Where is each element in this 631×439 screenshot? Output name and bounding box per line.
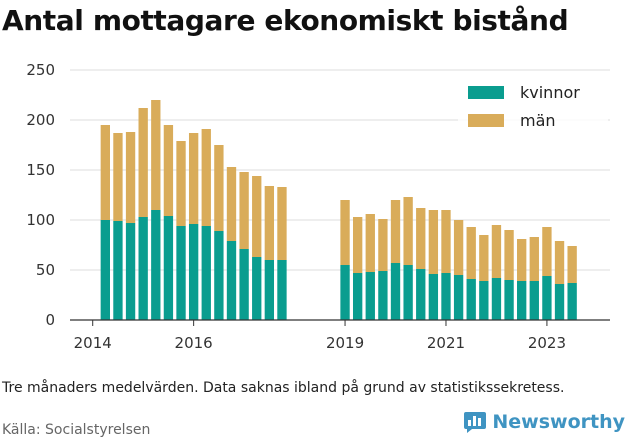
bar-män [517,239,527,281]
x-tick-label: 2021 [427,334,465,352]
bar-kvinnor [517,281,527,320]
bar-män [567,246,577,283]
bar-män [277,187,287,260]
bar-män [163,125,174,216]
bar-män [403,197,413,265]
bar-män [125,132,136,223]
bar-män [390,200,401,263]
bar-kvinnor [252,257,262,320]
x-tick-label: 2016 [175,334,213,352]
y-tick-label: 200 [26,111,55,129]
bar-män [100,125,110,220]
bar-kvinnor [151,210,161,320]
bar-män [239,172,249,249]
bar-kvinnor [479,281,489,320]
legend-swatch-kvinnor [468,86,504,99]
bar-kvinnor [403,265,413,320]
legend-label-kvinnor: kvinnor [520,83,580,102]
bar-män [214,145,224,231]
x-tick-label: 2019 [326,334,364,352]
bar-kvinnor [567,283,577,320]
bar-män [352,217,363,273]
bar-män [188,133,199,224]
bar-män [226,167,237,241]
bar-män [479,235,489,281]
bar-kvinnor [416,269,426,320]
bar-kvinnor [277,260,287,320]
bar-kvinnor [504,280,514,320]
bar-män [138,108,148,217]
y-tick-label: 50 [36,261,55,279]
y-tick-label: 150 [26,161,55,179]
newsworthy-chat-chart-icon [464,412,487,433]
bar-män [453,220,464,275]
bar-kvinnor [441,273,451,320]
x-axis: 2014 2016 2019 2021 2023 [70,319,610,352]
x-tick-label: 2023 [528,334,566,352]
chart-note: Tre månaders medelvärden. Data saknas ib… [2,380,565,396]
bar-män [378,219,388,271]
bar-kvinnor [554,284,565,320]
bar-kvinnor [163,216,174,320]
newsworthy-logo: Newsworthy [463,410,625,434]
chart-title: Antal mottagare ekonomiskt bistånd [2,4,569,37]
bar-män [264,186,275,260]
bar-kvinnor [113,221,123,320]
bar-män [340,200,350,265]
bar-kvinnor [125,223,136,320]
bar-män [466,227,476,279]
bar-män [504,230,514,280]
bar-kvinnor [466,279,476,320]
legend-swatch-män [468,114,504,127]
bar-män [554,241,565,284]
y-tick-label: 0 [45,311,55,329]
y-tick-label: 250 [26,61,55,79]
bar-kvinnor [340,265,350,320]
brand-name: Newsworthy [492,411,625,433]
bar-kvinnor [453,275,464,320]
bar-män [151,100,161,210]
bar-kvinnor [100,220,110,320]
y-tick-label: 100 [26,211,55,229]
bar-kvinnor [176,226,186,320]
bar-kvinnor [542,276,552,320]
bars [100,100,577,320]
bar-kvinnor [188,224,199,320]
bar-kvinnor [428,274,439,320]
bar-kvinnor [378,271,388,320]
bar-kvinnor [239,249,249,320]
bar-män [491,225,502,278]
bar-kvinnor [226,241,237,320]
bar-män [542,227,552,276]
bar-kvinnor [201,226,211,320]
legend: kvinnor män [458,80,608,138]
bar-män [441,210,451,273]
bar-män [428,210,439,274]
bar-kvinnor [138,217,148,320]
bar-kvinnor [264,260,275,320]
legend-label-män: män [520,111,556,130]
bar-män [201,129,211,226]
bar-kvinnor [365,272,375,320]
bar-kvinnor [529,281,539,320]
source-credit: Källa: Socialstyrelsen [2,422,151,438]
bar-män [416,208,426,269]
bar-män [529,237,539,281]
bar-män [113,133,123,221]
bar-män [176,141,186,226]
bar-män [252,176,262,257]
bar-män [365,214,375,272]
bar-kvinnor [491,278,502,320]
bar-kvinnor [214,231,224,320]
x-tick-label: 2014 [74,334,112,352]
bar-kvinnor [352,273,363,320]
y-axis-tick-labels: 0 50 100 150 200 250 [26,61,55,329]
bar-kvinnor [390,263,401,320]
